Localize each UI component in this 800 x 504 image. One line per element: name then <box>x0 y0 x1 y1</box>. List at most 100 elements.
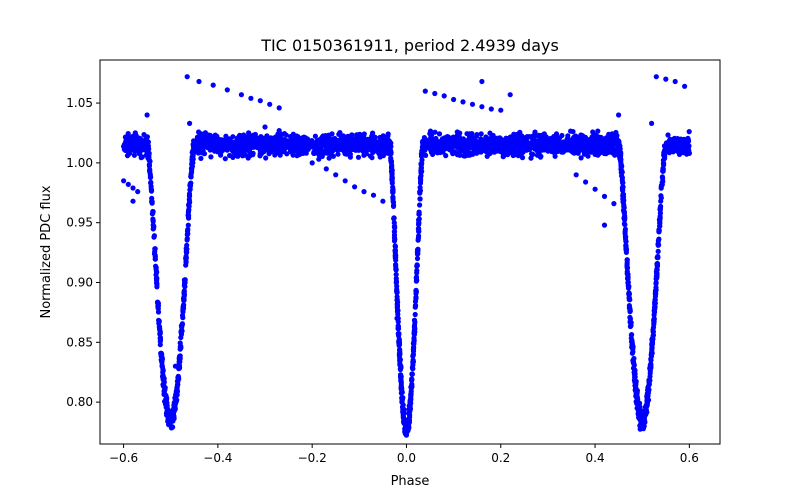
data-point <box>227 152 233 159</box>
outlier-point <box>342 178 348 184</box>
data-point <box>427 143 433 149</box>
data-point <box>460 136 466 142</box>
data-point <box>410 346 417 353</box>
data-point <box>330 153 336 159</box>
data-point <box>636 403 642 409</box>
data-point <box>597 150 603 156</box>
outlier-point <box>352 184 358 190</box>
data-point <box>188 173 194 179</box>
data-point <box>146 154 152 160</box>
data-point <box>136 135 142 141</box>
data-point <box>450 139 457 145</box>
data-point <box>642 410 649 416</box>
data-point <box>410 353 416 359</box>
outlier-point <box>276 128 282 134</box>
data-point <box>305 146 311 152</box>
data-point <box>187 187 193 193</box>
data-point <box>369 141 375 147</box>
data-point <box>151 225 157 231</box>
data-point <box>172 395 178 401</box>
data-point <box>657 210 664 216</box>
data-point <box>145 145 151 151</box>
data-point <box>655 248 661 254</box>
data-point <box>650 329 656 335</box>
x-tick-label: 0.6 <box>680 451 699 465</box>
outlier-point <box>469 101 476 107</box>
data-point <box>413 274 420 280</box>
data-point <box>152 256 158 262</box>
data-point <box>686 129 692 135</box>
data-point <box>436 131 443 137</box>
data-point <box>388 144 394 150</box>
data-point <box>279 138 285 144</box>
data-point <box>367 147 373 153</box>
data-point <box>257 151 263 157</box>
data-point <box>660 161 667 167</box>
data-point <box>648 356 654 362</box>
data-point <box>409 371 415 377</box>
outlier-point <box>276 105 282 111</box>
data-point <box>342 151 348 157</box>
data-point <box>507 134 513 140</box>
data-point <box>465 152 471 158</box>
data-point <box>319 150 325 156</box>
data-point <box>306 142 312 148</box>
outlier-point <box>135 189 141 195</box>
data-point <box>196 129 202 135</box>
data-point <box>202 130 208 136</box>
data-point <box>593 143 600 149</box>
data-point <box>618 153 624 159</box>
data-point <box>198 141 204 147</box>
data-point <box>148 180 154 186</box>
data-point <box>354 132 360 138</box>
data-point <box>412 311 418 318</box>
y-tick-label: 1.05 <box>66 96 93 110</box>
data-point <box>408 393 414 399</box>
data-point <box>174 378 180 384</box>
data-point <box>401 410 407 416</box>
data-point <box>250 150 256 156</box>
data-point <box>175 373 181 379</box>
data-point <box>124 145 130 151</box>
data-point <box>653 280 659 286</box>
data-point <box>478 131 484 137</box>
data-point <box>246 148 252 154</box>
data-point <box>619 177 625 183</box>
outlier-point <box>130 198 136 204</box>
data-point <box>180 304 186 310</box>
outlier-point <box>319 139 325 146</box>
data-point <box>151 251 158 257</box>
data-point <box>603 151 609 157</box>
data-point <box>623 247 629 253</box>
data-point <box>660 175 666 181</box>
outlier-point <box>616 112 622 118</box>
data-point <box>209 135 215 141</box>
data-point <box>216 142 222 148</box>
data-point <box>280 145 286 151</box>
data-point <box>320 133 326 139</box>
outlier-point <box>130 185 136 191</box>
x-axis-label: Phase <box>391 474 430 489</box>
data-point <box>450 151 456 157</box>
outlier-point <box>451 96 457 103</box>
data-point <box>341 138 347 144</box>
data-point <box>162 398 168 405</box>
y-axis-label: Normalized PDC flux <box>39 185 54 318</box>
data-point <box>394 307 401 313</box>
outlier-point <box>394 315 400 321</box>
data-point <box>208 154 214 160</box>
data-point <box>222 156 228 162</box>
data-point <box>265 145 271 151</box>
data-point <box>628 332 635 338</box>
data-point <box>360 136 366 142</box>
data-point <box>633 385 639 391</box>
data-point <box>454 129 460 135</box>
data-point <box>644 396 651 402</box>
data-point <box>369 135 376 141</box>
data-point <box>645 387 651 393</box>
data-point <box>268 149 274 155</box>
data-point <box>661 143 668 149</box>
